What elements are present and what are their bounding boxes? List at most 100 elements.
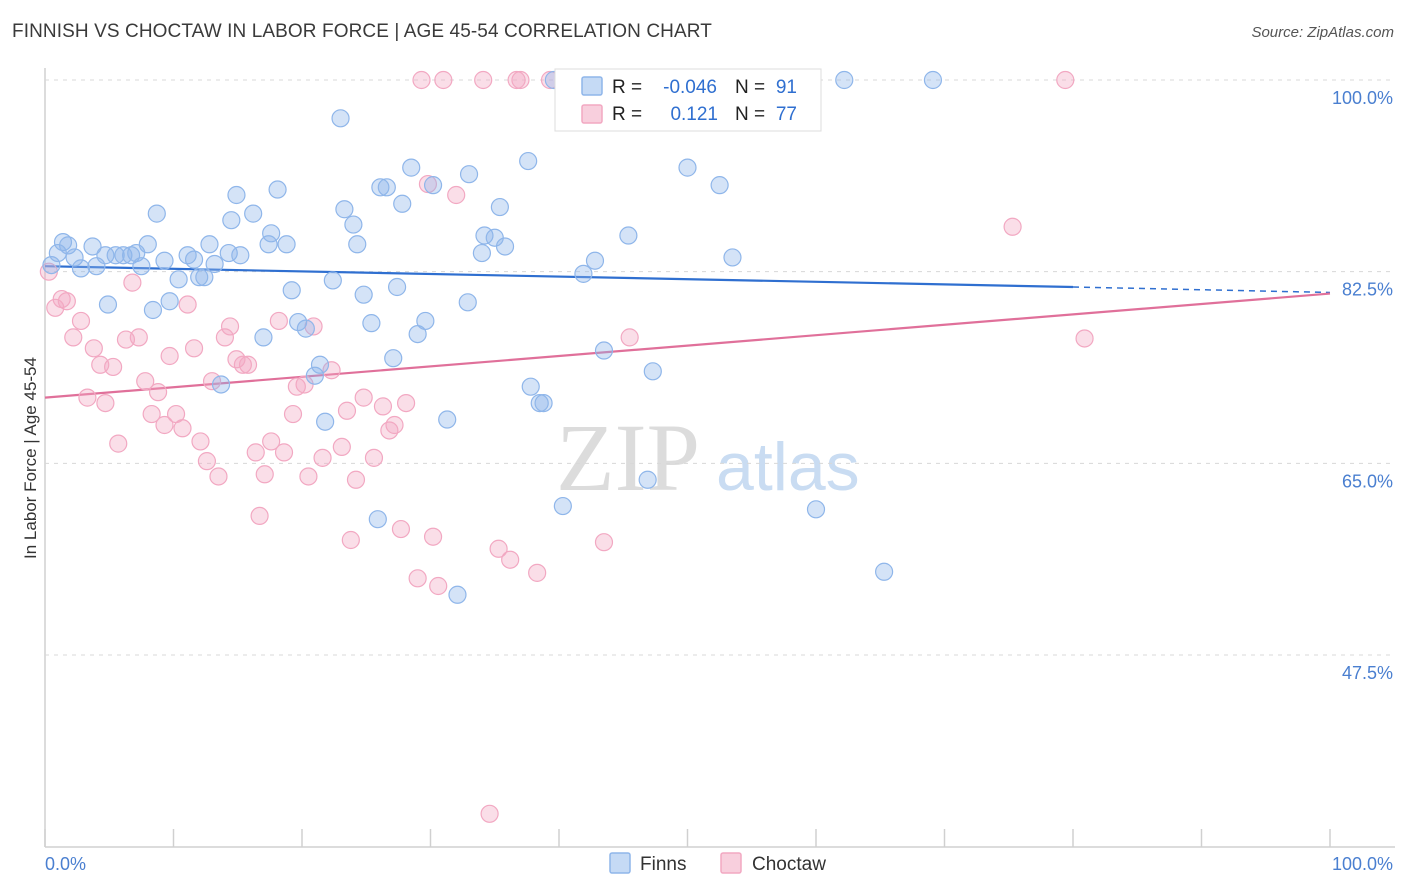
point-finns xyxy=(200,235,219,254)
point-choctaw xyxy=(250,506,269,526)
point-finns xyxy=(553,496,572,516)
legend-r-label-choctaw: R = xyxy=(612,104,642,125)
trend-lines xyxy=(44,265,1331,399)
legend-n-label-choctaw: N = xyxy=(735,104,765,125)
chart-source: Source: ZipAtlas.com xyxy=(1251,24,1394,41)
series-legend-label-choctaw: Choctaw xyxy=(752,854,826,875)
series-legend-swatch-choctaw xyxy=(720,852,742,874)
point-finns xyxy=(710,176,729,195)
point-finns xyxy=(619,226,638,245)
point-choctaw xyxy=(191,432,210,451)
y-tick-label: 82.5% xyxy=(1342,280,1393,300)
point-finns xyxy=(348,235,367,254)
point-finns xyxy=(643,362,662,381)
point-finns xyxy=(458,293,477,312)
point-choctaw xyxy=(396,393,416,413)
point-choctaw xyxy=(412,70,431,90)
point-finns xyxy=(438,410,457,429)
point-finns xyxy=(83,237,102,256)
point-finns xyxy=(155,251,174,270)
point-choctaw xyxy=(1003,217,1022,236)
point-finns xyxy=(594,341,614,360)
point-finns xyxy=(132,257,151,276)
y-tick-label: 65.0% xyxy=(1342,471,1393,491)
point-choctaw xyxy=(209,467,228,486)
point-finns xyxy=(678,158,697,177)
point-finns xyxy=(53,232,73,252)
point-finns xyxy=(160,292,179,311)
point-finns xyxy=(71,259,91,278)
point-choctaw xyxy=(322,361,341,380)
point-choctaw xyxy=(238,355,258,374)
point-choctaw xyxy=(142,404,161,424)
point-choctaw xyxy=(197,452,217,471)
point-choctaw xyxy=(507,70,526,90)
point-finns xyxy=(147,204,166,223)
point-finns xyxy=(371,178,390,197)
point-finns xyxy=(259,235,278,254)
point-choctaw xyxy=(341,530,360,550)
point-choctaw xyxy=(274,443,294,462)
point-finns xyxy=(169,270,188,289)
watermark-atlas: atlas xyxy=(716,429,860,505)
point-finns xyxy=(384,349,403,368)
legend-n-label-finns: N = xyxy=(735,77,765,98)
point-choctaw xyxy=(184,339,204,358)
point-choctaw xyxy=(594,533,614,552)
correlation-legend: R = -0.046 N = 91 R = 0.121 N = 77 xyxy=(554,68,822,132)
point-finns xyxy=(222,211,241,230)
point-finns xyxy=(574,264,593,283)
point-choctaw xyxy=(434,70,453,90)
point-choctaw xyxy=(262,432,281,451)
legend-r-label-finns: R = xyxy=(612,77,642,98)
point-finns xyxy=(335,200,354,219)
point-choctaw xyxy=(380,421,399,440)
point-choctaw xyxy=(71,311,91,331)
point-choctaw xyxy=(332,437,351,457)
point-choctaw xyxy=(313,448,332,467)
point-choctaw xyxy=(104,357,123,377)
point-choctaw xyxy=(173,419,192,438)
point-choctaw xyxy=(160,346,179,366)
point-finns xyxy=(368,510,387,529)
point-finns xyxy=(138,235,157,254)
watermark-zip: ZIP xyxy=(556,404,700,511)
point-finns xyxy=(184,250,204,269)
point-choctaw xyxy=(109,434,128,453)
point-finns xyxy=(923,70,943,90)
point-choctaw xyxy=(269,311,288,331)
point-finns xyxy=(534,393,553,413)
legend-r-value-choctaw: 0.121 xyxy=(670,104,718,125)
trend-line-extension-finns xyxy=(1072,286,1331,294)
y-tick-label: 47.5% xyxy=(1342,663,1393,683)
point-finns xyxy=(519,151,538,171)
trend-line-finns xyxy=(44,265,1074,289)
x-tick-label-0: 0.0% xyxy=(45,854,86,874)
point-finns xyxy=(875,562,894,581)
point-choctaw xyxy=(299,467,318,486)
point-choctaw xyxy=(391,519,411,539)
legend-n-value-choctaw: 77 xyxy=(776,104,797,125)
point-finns xyxy=(354,285,373,304)
point-choctaw xyxy=(84,339,103,358)
point-choctaw xyxy=(429,576,448,596)
point-choctaw xyxy=(528,563,547,582)
trend-line-choctaw xyxy=(44,292,1331,399)
point-choctaw xyxy=(123,273,142,292)
point-finns xyxy=(231,246,250,265)
point-finns xyxy=(316,412,335,431)
point-finns xyxy=(448,585,467,604)
point-choctaw xyxy=(136,372,155,391)
point-finns xyxy=(835,70,854,90)
point-choctaw xyxy=(255,465,274,484)
point-finns xyxy=(296,319,315,338)
point-choctaw xyxy=(511,70,530,90)
point-choctaw xyxy=(447,185,466,205)
point-finns xyxy=(190,268,209,287)
legend-n-value-finns: 91 xyxy=(776,77,797,98)
point-choctaw xyxy=(620,328,639,347)
point-choctaw xyxy=(364,448,384,467)
series-legend-swatch-finns xyxy=(609,852,631,874)
point-finns xyxy=(362,314,381,333)
